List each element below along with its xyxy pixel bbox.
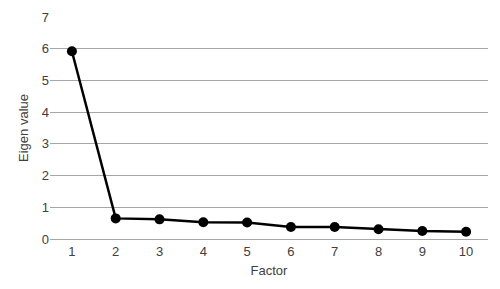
svg-text:4: 4 [200,244,207,259]
svg-text:7: 7 [331,244,338,259]
svg-text:Factor: Factor [251,263,289,278]
svg-text:3: 3 [42,136,49,151]
svg-text:2: 2 [42,168,49,183]
svg-text:7: 7 [42,10,49,25]
svg-text:10: 10 [459,244,473,259]
svg-text:Eigen value: Eigen value [16,94,31,162]
svg-text:5: 5 [42,73,49,88]
svg-text:6: 6 [287,244,294,259]
svg-text:6: 6 [42,41,49,56]
svg-text:1: 1 [42,200,49,215]
svg-text:0: 0 [42,232,49,247]
svg-text:1: 1 [68,244,75,259]
svg-text:8: 8 [375,244,382,259]
svg-text:3: 3 [156,244,163,259]
svg-text:5: 5 [243,244,250,259]
svg-text:2: 2 [112,244,119,259]
svg-text:9: 9 [419,244,426,259]
svg-text:4: 4 [42,105,49,120]
